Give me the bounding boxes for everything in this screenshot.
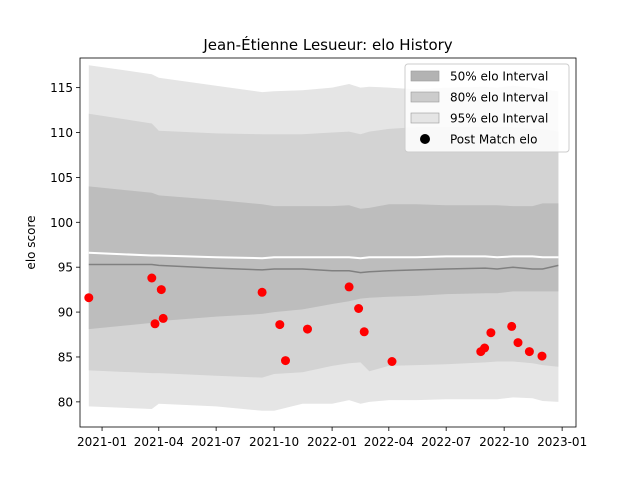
y-tick-label: 110 — [50, 126, 73, 140]
legend-label: Post Match elo — [450, 133, 537, 147]
upper-estimate-line — [88, 251, 559, 260]
y-tick-label: 115 — [50, 81, 73, 95]
y-tick-label: 85 — [58, 350, 73, 364]
y-tick-label: 90 — [58, 306, 73, 320]
x-tick-label: 2022-07 — [421, 435, 471, 449]
mean-elo-line — [88, 263, 559, 274]
plot-frame — [79, 57, 577, 428]
post-match-point — [147, 273, 157, 283]
post-match-point — [344, 282, 354, 292]
x-tick-label: 2023-01 — [537, 435, 587, 449]
x-tick-label: 2022-04 — [364, 435, 414, 449]
post-match-point — [150, 319, 160, 329]
legend-frame — [404, 63, 570, 153]
x-tick-label: 2022-01 — [307, 435, 357, 449]
interval-lines — [88, 251, 559, 274]
y-tick-label: 105 — [50, 171, 73, 185]
y-tick-label: 100 — [50, 216, 73, 230]
legend-label: 80% elo Interval — [450, 91, 548, 105]
y-tick-label: 80 — [58, 395, 73, 409]
x-tick-label: 2021-10 — [249, 435, 299, 449]
post-match-point — [281, 356, 290, 366]
y-axis-label: elo score — [24, 215, 38, 269]
post-match-point — [486, 328, 496, 338]
x-tick-label: 2021-04 — [134, 435, 184, 449]
post-match-point — [84, 293, 94, 303]
post-match-point — [156, 285, 166, 295]
post-match-point — [257, 287, 267, 297]
post-match-point — [303, 324, 312, 334]
post-match-point — [513, 338, 523, 348]
legend-swatch — [410, 70, 440, 82]
legend-label: 95% elo Interval — [450, 112, 548, 126]
x-tick-label: 2021-07 — [191, 435, 241, 449]
post-match-point — [354, 304, 364, 313]
post-match-point — [387, 357, 397, 366]
post-match-point — [158, 313, 168, 323]
legend-swatch — [410, 112, 440, 124]
x-axis-ticks: 2021-01 2021-04 2021-07 2021-10 2022-01 2022-… — [77, 427, 587, 449]
x-tick-label: 2022-10 — [479, 435, 529, 449]
chart-title: Jean-Étienne Lesueur: elo History — [202, 35, 452, 54]
post-match-point — [275, 320, 285, 330]
legend-label: 50% elo Interval — [450, 70, 548, 84]
legend-swatch — [410, 91, 440, 103]
x-tick-label: 2021-01 — [77, 435, 127, 449]
post-match-points — [84, 273, 547, 366]
legend: 50% elo Interval 80% elo Interval 95% elo … — [404, 63, 570, 153]
y-tick-label: 95 — [58, 261, 73, 275]
post-match-point — [480, 343, 490, 353]
post-match-point — [507, 321, 517, 331]
post-match-point — [359, 327, 369, 337]
post-match-point — [537, 351, 547, 361]
post-match-point — [524, 347, 534, 357]
y-axis-ticks: 80 85 90 95 100 105 110 115 — [50, 81, 80, 409]
legend-marker — [420, 134, 430, 144]
